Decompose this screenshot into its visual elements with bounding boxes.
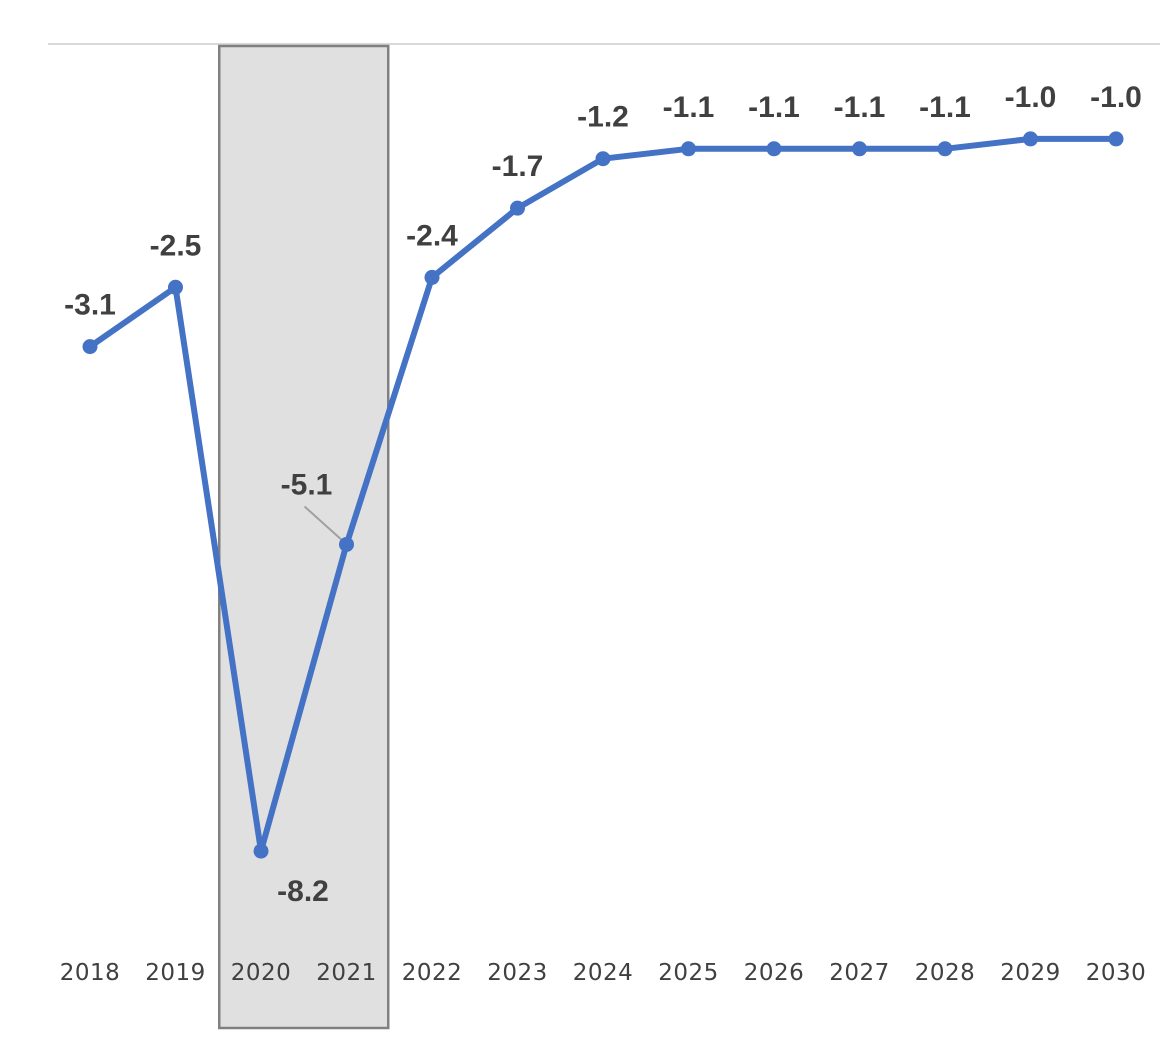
data-point: [1108, 131, 1124, 147]
data-point: [339, 536, 354, 552]
data-point: [852, 141, 867, 157]
data-label: -1.2: [577, 101, 629, 134]
data-label: -1.1: [748, 91, 800, 124]
data-label: -1.1: [663, 91, 715, 124]
data-label: -5.1: [281, 468, 333, 501]
data-point: [937, 141, 953, 157]
x-tick-label: 2024: [573, 960, 634, 986]
data-label: -1.0: [1005, 81, 1057, 114]
x-tick-label: 2029: [1000, 960, 1061, 986]
x-tick-label: 2019: [145, 960, 206, 986]
data-markers: [82, 131, 1124, 859]
data-point: [510, 200, 525, 216]
data-label: -2.4: [406, 219, 458, 252]
data-label: -1.0: [1090, 81, 1142, 114]
data-label: -1.7: [492, 150, 544, 183]
data-label: -1.1: [919, 91, 971, 124]
x-tick-label: 2022: [402, 960, 463, 986]
data-point: [82, 339, 98, 355]
data-label: -2.5: [150, 229, 202, 262]
x-tick-label: 2030: [1086, 960, 1147, 986]
data-label: -1.1: [834, 91, 886, 124]
data-point: [424, 269, 440, 285]
data-label: -8.2: [277, 875, 329, 908]
x-tick-label: 2020: [231, 960, 292, 986]
data-point: [681, 141, 696, 157]
label-leaders: [303, 505, 345, 543]
x-tick-label: 2025: [658, 960, 719, 986]
data-point: [1023, 131, 1038, 147]
data-point: [168, 279, 183, 295]
data-point: [595, 151, 611, 167]
data-point: [253, 843, 269, 859]
data-point: [766, 141, 782, 157]
x-tick-label: 2018: [60, 960, 121, 986]
x-tick-label: 2023: [487, 960, 548, 986]
x-tick-label: 2026: [744, 960, 805, 986]
x-tick-label: 2021: [316, 960, 377, 986]
data-label: -3.1: [64, 289, 116, 322]
x-tick-label: 2028: [915, 960, 976, 986]
leader-line: [303, 505, 345, 543]
highlight-band: [218, 44, 390, 1030]
x-tick-label: 2027: [829, 960, 890, 986]
x-axis-ticks: 2018 2019 2020 2021 2022 2023 2024 2025 2026 2027…: [60, 960, 1147, 986]
data-labels: -3.1 -2.5 -8.2 -5.1 -2.4 -1.7 -1.2 -1.1 -1.1 -1.1…: [64, 81, 1142, 908]
